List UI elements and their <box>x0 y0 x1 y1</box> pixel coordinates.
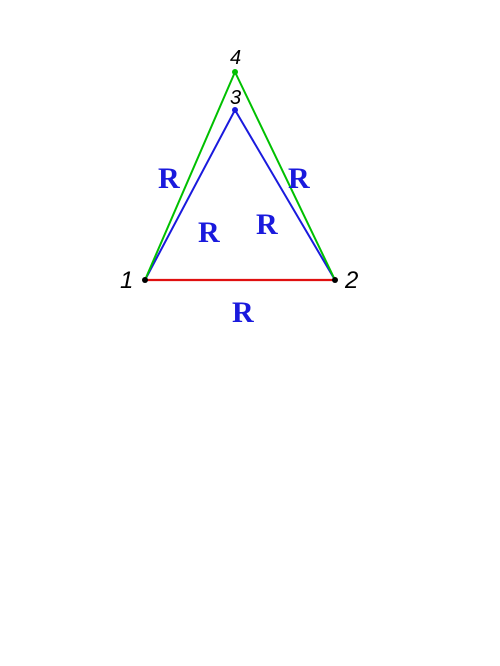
edge-labels-layer: RRRRR <box>158 162 310 329</box>
vertex-label-4: 4 <box>230 47 241 69</box>
vertex-label-2: 2 <box>344 267 358 294</box>
edge-label-R: R <box>288 162 310 195</box>
edge-2-4 <box>235 72 335 280</box>
vertex-point-1 <box>142 277 148 283</box>
edge-label-R: R <box>198 216 220 249</box>
vertex-point-2 <box>332 277 338 283</box>
edge-label-R: R <box>256 208 278 241</box>
edge-1-3 <box>145 110 235 280</box>
vertex-point-4 <box>232 69 238 75</box>
triangle-diagram: RRRRR 1234 <box>0 0 500 666</box>
edge-label-R: R <box>232 296 254 329</box>
vertex-label-3: 3 <box>230 87 241 109</box>
edge-2-3 <box>235 110 335 280</box>
vertex-label-1: 1 <box>120 267 133 294</box>
edge-label-R: R <box>158 162 180 195</box>
